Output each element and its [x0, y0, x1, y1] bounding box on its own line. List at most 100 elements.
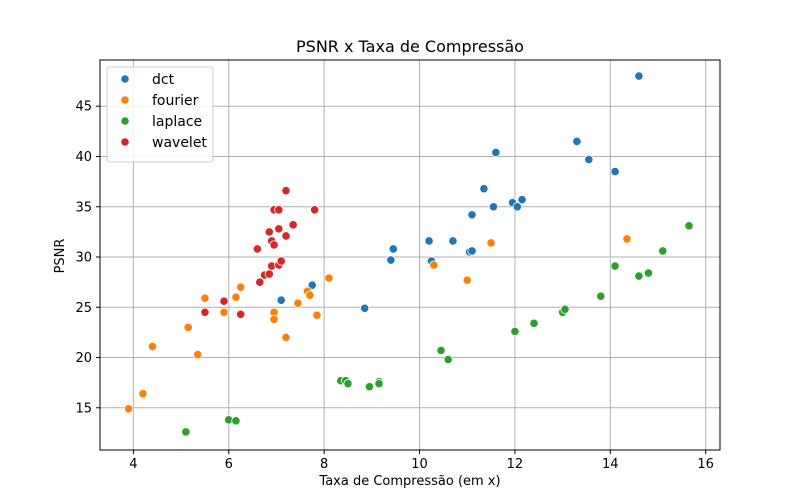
data-point-laplace: [374, 379, 384, 389]
data-point-dct: [360, 303, 370, 313]
axis-ticks: 4 6 8 10 12 14 16 15 20 25 30 35 40 45: [75, 100, 714, 472]
data-point-fourier: [183, 322, 193, 332]
data-point-laplace: [231, 416, 241, 426]
data-point-dct: [467, 210, 477, 220]
data-point-dct: [634, 71, 644, 81]
data-point-dct: [307, 280, 317, 290]
data-point-fourier: [281, 332, 291, 343]
data-point-dct: [386, 255, 396, 265]
data-point-dct: [572, 136, 582, 147]
data-point-laplace: [510, 326, 520, 336]
data-point-wavelet: [255, 277, 265, 287]
data-point-laplace: [610, 261, 620, 271]
legend-marker: [120, 95, 130, 105]
legend-label: wavelet: [152, 135, 207, 151]
data-point-fourier: [124, 404, 134, 414]
legend-marker: [120, 74, 130, 84]
legend-box: [106, 66, 214, 163]
data-point-laplace: [343, 379, 353, 389]
data-point-wavelet: [288, 220, 298, 230]
data-point-laplace: [643, 268, 654, 278]
data-point-dct: [512, 202, 522, 212]
data-point-dct: [610, 166, 620, 177]
data-point-fourier: [269, 314, 279, 324]
data-point-laplace: [181, 427, 191, 437]
data-point-wavelet: [281, 186, 291, 196]
data-point-wavelet: [264, 227, 274, 237]
x-tick-label: 4: [129, 457, 137, 472]
data-point-dct: [276, 295, 286, 305]
data-point-laplace: [364, 382, 375, 392]
data-point-laplace: [560, 304, 570, 314]
data-point-dct: [424, 236, 434, 246]
data-point-dct: [467, 246, 477, 256]
series-dct: [276, 71, 644, 313]
data-point-fourier: [138, 389, 148, 399]
data-point-fourier: [236, 282, 246, 292]
legend-item-laplace: laplace: [120, 114, 202, 130]
series-laplace: [181, 221, 694, 437]
data-point-wavelet: [252, 244, 262, 254]
data-point-wavelet: [276, 256, 286, 266]
data-point-dct: [448, 236, 458, 246]
data-point-fourier: [312, 310, 322, 320]
series-wavelet: [200, 186, 320, 319]
x-tick-label: 12: [507, 457, 524, 472]
grid: [100, 60, 720, 450]
data-point-laplace: [443, 354, 453, 365]
data-point-wavelet: [236, 309, 246, 319]
legend-marker: [120, 116, 130, 126]
legend-label: laplace: [152, 114, 202, 130]
data-point-laplace: [658, 246, 668, 256]
legend-item-dct: dct: [120, 72, 175, 88]
series-fourier: [124, 234, 632, 414]
y-axis-label: PSNR: [53, 239, 68, 274]
data-point-fourier: [622, 234, 632, 244]
plot-frame: [99, 59, 721, 451]
x-tick-label: 16: [697, 457, 714, 472]
data-point-fourier: [486, 238, 496, 248]
data-point-dct: [584, 154, 594, 165]
x-tick-label: 10: [411, 457, 428, 472]
data-point-laplace: [634, 271, 644, 281]
data-point-fourier: [462, 275, 472, 285]
data-point-fourier: [231, 292, 241, 302]
x-axis-label: Taxa de Compressão (em x): [318, 474, 500, 489]
legend-item-wavelet: wavelet: [120, 135, 207, 151]
data-point-fourier: [305, 290, 315, 300]
data-point-wavelet: [274, 224, 284, 234]
data-point-wavelet: [200, 307, 210, 317]
data-point-fourier: [219, 307, 229, 317]
data-point-wavelet: [219, 296, 229, 306]
data-point-dct: [388, 244, 398, 254]
legend: dct fourier laplace wavelet: [106, 66, 214, 163]
data-point-wavelet: [274, 205, 284, 215]
y-tick-label: 20: [75, 351, 92, 366]
data-point-dct: [488, 202, 499, 212]
x-tick-label: 14: [602, 457, 619, 472]
data-point-laplace: [529, 318, 539, 328]
legend-label: fourier: [152, 93, 199, 109]
x-tick-label: 8: [320, 457, 328, 472]
data-point-laplace: [684, 221, 694, 231]
data-point-wavelet: [281, 231, 291, 241]
data-point-dct: [491, 147, 501, 158]
y-tick-label: 35: [75, 200, 92, 215]
data-point-laplace: [596, 291, 606, 301]
data-points: [124, 71, 694, 437]
data-point-fourier: [324, 273, 334, 283]
data-point-wavelet: [264, 269, 274, 279]
y-tick-label: 40: [75, 150, 92, 165]
legend-item-fourier: fourier: [120, 93, 199, 109]
data-point-fourier: [193, 349, 203, 360]
data-point-fourier: [200, 293, 210, 303]
data-point-fourier: [429, 260, 439, 270]
data-point-dct: [517, 195, 527, 205]
y-tick-label: 30: [75, 251, 92, 266]
x-tick-label: 6: [225, 457, 233, 472]
chart-title: PSNR x Taxa de Compressão: [296, 37, 524, 56]
legend-marker: [120, 137, 130, 147]
data-point-dct: [479, 184, 489, 194]
legend-label: dct: [152, 72, 175, 88]
